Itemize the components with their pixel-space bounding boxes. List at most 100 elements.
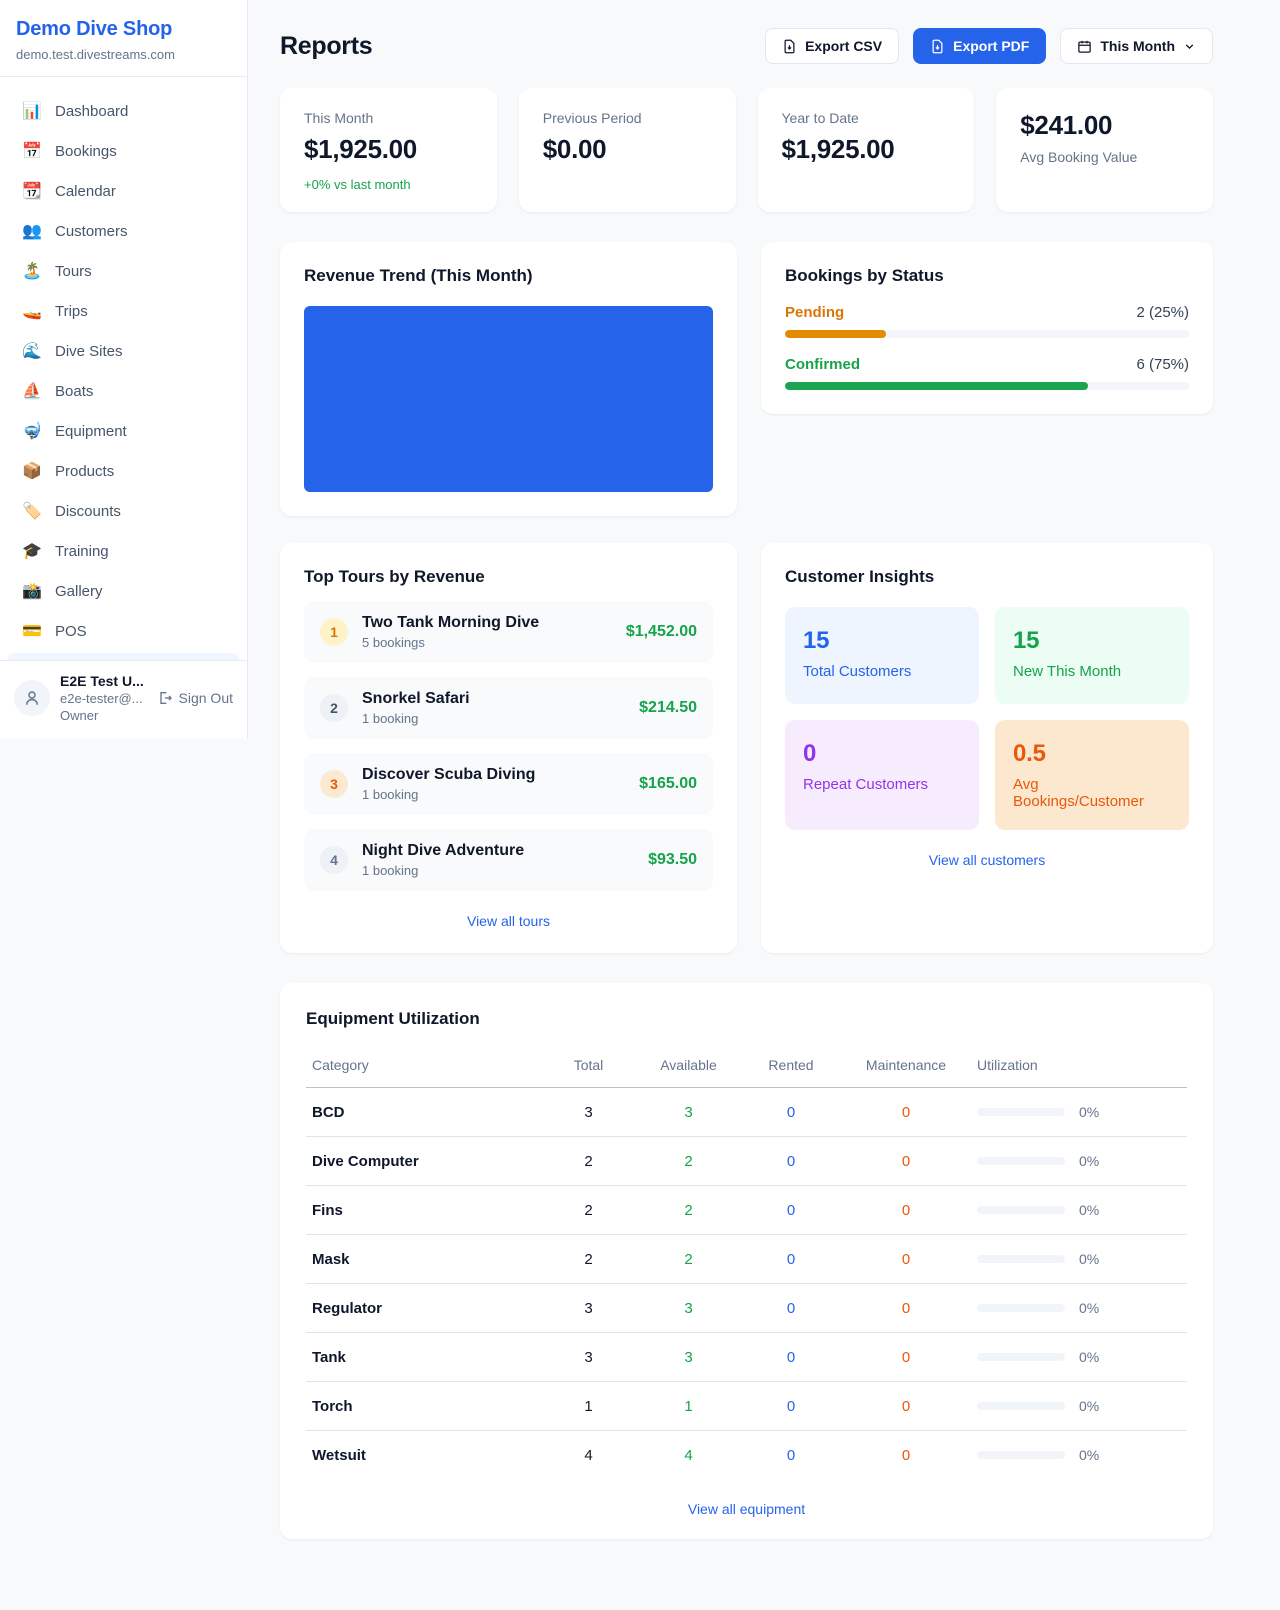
column-header: Category	[306, 1047, 541, 1088]
sidebar-item-dive-sites[interactable]: 🌊 Dive Sites	[8, 331, 239, 371]
table-row: Wetsuit 4 4 0 0 0%	[306, 1431, 1187, 1480]
total-cell: 2	[541, 1185, 636, 1235]
category-cell: Wetsuit	[312, 1446, 366, 1464]
tag-icon: 🏷️	[22, 503, 42, 520]
utilization-track	[977, 1206, 1065, 1214]
page-title: Reports	[280, 31, 373, 60]
tour-row: 1 Two Tank Morning Dive 5 bookings $1,452…	[304, 601, 713, 663]
period-select-button[interactable]: This Month	[1060, 28, 1213, 64]
sidebar-item-pos[interactable]: 💳 POS	[8, 611, 239, 651]
equipment-table-body: BCD 3 3 0 0 0% Dive Computer 2 2 0 0 0% Fins 2 2 0 0 0% Ma…	[306, 1087, 1187, 1480]
utilization-cell: 0%	[971, 1136, 1187, 1186]
status-row-confirmed: Confirmed 6 (75%)	[785, 356, 1189, 390]
charts-row: Revenue Trend (This Month) Bookings by S…	[280, 242, 1213, 516]
sidebar-item-label: Dive Sites	[55, 342, 123, 360]
sidebar-item-label: Gallery	[55, 582, 103, 600]
utilization-cell: 0%	[971, 1087, 1187, 1137]
person-icon	[26, 691, 38, 705]
customers-icon: 👥	[22, 223, 42, 240]
insight-value: 0	[803, 740, 817, 767]
tour-bookings: 1 booking	[362, 863, 419, 878]
equipment-utilization-title: Equipment Utilization	[306, 1009, 480, 1028]
total-cell: 1	[541, 1381, 636, 1431]
stat-label: This Month	[304, 110, 374, 126]
diving-mask-icon: 🤿	[22, 423, 42, 440]
rented-cell: 0	[741, 1087, 841, 1137]
status-count: 2 (25%)	[1136, 304, 1189, 321]
sidebar-item-equipment[interactable]: 🤿 Equipment	[8, 411, 239, 451]
sidebar-item-reports-active-partial[interactable]	[8, 653, 239, 660]
tour-name: Snorkel Safari	[362, 690, 470, 707]
maintenance-cell: 0	[841, 1087, 971, 1137]
graduation-cap-icon: 🎓	[22, 543, 42, 560]
table-row: Fins 2 2 0 0 0%	[306, 1185, 1187, 1235]
sign-out-label: Sign Out	[178, 690, 233, 706]
sidebar-item-label: Bookings	[55, 142, 117, 160]
view-all-customers-link[interactable]: View all customers	[928, 852, 1046, 868]
available-cell: 2	[636, 1234, 741, 1284]
view-all-equipment-link[interactable]: View all equipment	[687, 1501, 806, 1517]
table-row: BCD 3 3 0 0 0%	[306, 1087, 1187, 1137]
export-pdf-button[interactable]: Export PDF	[913, 28, 1047, 64]
sidebar-item-products[interactable]: 📦 Products	[8, 451, 239, 491]
tour-revenue: $165.00	[639, 775, 697, 792]
total-cell: 2	[541, 1234, 636, 1284]
tour-name: Night Dive Adventure	[362, 842, 525, 859]
tour-revenue: $214.50	[639, 699, 697, 716]
category-cell: BCD	[306, 1087, 541, 1137]
sidebar-item-label: Tours	[55, 262, 92, 280]
status-label: Confirmed	[785, 356, 860, 373]
view-all-tours-link[interactable]: View all tours	[466, 913, 550, 929]
available-cell: 3	[636, 1087, 741, 1137]
tour-bookings: 1 booking	[362, 787, 419, 802]
utilization-track	[977, 1157, 1065, 1165]
rank-badge: 1	[320, 618, 348, 646]
insight-value: 0.5	[1013, 740, 1046, 767]
sidebar-item-label: Customers	[55, 222, 128, 240]
utilization-track	[977, 1108, 1065, 1116]
rank-badge: 4	[320, 846, 348, 874]
available-cell: 2	[636, 1185, 741, 1235]
bookings-by-status-title: Bookings by Status	[785, 266, 944, 285]
customer-insights-card: Customer Insights 15 Total Customers 15 …	[761, 543, 1213, 953]
equipment-utilization-card: Equipment Utilization Category Total Ava…	[280, 983, 1213, 1539]
user-name: E2E Test U...	[60, 673, 144, 689]
total-cell: 3	[541, 1087, 636, 1137]
available-cell: 3	[636, 1332, 741, 1382]
category-cell: Tank	[306, 1332, 541, 1382]
sidebar: Demo Dive Shop demo.test.divestreams.com…	[0, 0, 248, 739]
user-role: Owner	[60, 708, 99, 723]
utilization-track	[977, 1255, 1065, 1263]
sidebar-item-tours[interactable]: 🏝️ Tours	[8, 251, 239, 291]
column-header: Maintenance	[841, 1047, 971, 1088]
equipment-table: Category Total Available Rented Maintena…	[306, 1047, 1187, 1479]
stat-card-avg-booking-value: $241.00 Avg Booking Value	[996, 88, 1213, 212]
sidebar-item-training[interactable]: 🎓 Training	[8, 531, 239, 571]
maintenance-cell: 0	[841, 1185, 971, 1235]
total-cell: 2	[541, 1136, 636, 1186]
sidebar-item-gallery[interactable]: 📸 Gallery	[8, 571, 239, 611]
table-header-row: Category Total Available Rented Maintena…	[306, 1047, 1187, 1088]
sidebar-item-trips[interactable]: 🚤 Trips	[8, 291, 239, 331]
sidebar-item-bookings[interactable]: 📅 Bookings	[8, 131, 239, 171]
sidebar-item-calendar[interactable]: 📆 Calendar	[8, 171, 239, 211]
sidebar-item-discounts[interactable]: 🏷️ Discounts	[8, 491, 239, 531]
maintenance-cell: 0	[841, 1381, 971, 1431]
sidebar-item-dashboard[interactable]: 📊 Dashboard	[8, 91, 239, 131]
camera-icon: 📸	[22, 583, 42, 600]
stat-value: $241.00	[1020, 110, 1113, 140]
insight-tile-total-customers: 15 Total Customers	[785, 607, 979, 704]
rented-cell: 0	[741, 1185, 841, 1235]
bookings-by-status-card: Bookings by Status Pending 2 (25%) Confi…	[761, 242, 1213, 414]
sidebar-item-boats[interactable]: ⛵ Boats	[8, 371, 239, 411]
sidebar-item-customers[interactable]: 👥 Customers	[8, 211, 239, 251]
stat-card-this-month: This Month $1,925.00 +0% vs last month	[280, 88, 497, 212]
column-header: Total	[541, 1047, 636, 1088]
export-csv-button[interactable]: Export CSV	[765, 28, 900, 64]
available-cell: 4	[684, 1446, 693, 1464]
utilization-track	[977, 1402, 1065, 1410]
export-pdf-label: Export PDF	[953, 38, 1030, 54]
sign-out-button[interactable]: Sign Out	[157, 690, 233, 706]
page-header: Reports Export CSV Export PDF This Month	[280, 28, 1213, 64]
stat-delta: +0% vs last month	[304, 177, 411, 192]
